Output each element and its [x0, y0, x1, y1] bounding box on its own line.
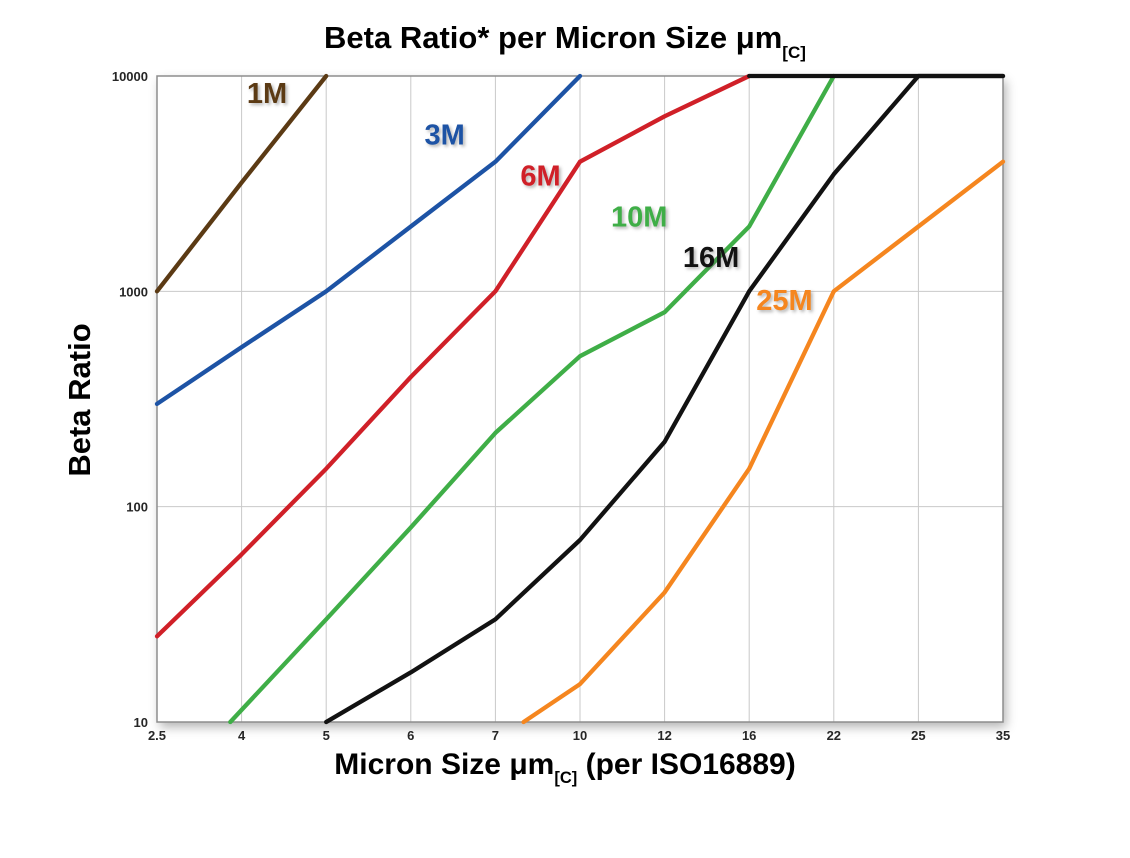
y-tick-label: 10	[134, 715, 148, 730]
series-label-10M: 10M	[611, 202, 667, 234]
series-line-3M	[154, 73, 583, 407]
x-tick-label: 22	[827, 728, 841, 743]
chart-title-subscript: [C]	[782, 42, 806, 62]
x-axis-label: Micron Size μm[C] (per ISO16889)	[0, 748, 1130, 788]
x-tick-label: 5	[323, 728, 330, 743]
series-label-16M: 16M	[683, 242, 739, 274]
series-label-25M: 25M	[756, 285, 812, 317]
series-label-6M: 6M	[520, 161, 560, 193]
chart-title: Beta Ratio* per Micron Size μm[C]	[0, 20, 1130, 62]
y-tick-label: 10000	[112, 69, 148, 84]
x-axis-label-text: Micron Size μm	[334, 748, 555, 781]
series-line-6M	[154, 73, 752, 639]
x-tick-label: 10	[573, 728, 587, 743]
x-tick-label: 12	[657, 728, 671, 743]
x-tick-label: 7	[492, 728, 499, 743]
series-line-10M	[228, 73, 836, 725]
series-line-16M	[324, 73, 1006, 725]
series-label-1M: 1M	[247, 78, 287, 110]
series-label-3M: 3M	[424, 120, 464, 152]
y-tick-label: 1000	[119, 284, 148, 299]
x-axis-label-suffix: (per ISO16889)	[577, 748, 796, 781]
chart-title-text: Beta Ratio* per Micron Size μm	[324, 20, 783, 55]
x-tick-label: 16	[742, 728, 756, 743]
x-axis-label-subscript: [C]	[554, 769, 578, 788]
x-tick-label: 35	[996, 728, 1010, 743]
x-tick-label: 4	[238, 728, 246, 743]
x-tick-label: 6	[407, 728, 414, 743]
y-tick-label: 100	[126, 500, 148, 515]
series-line-1M	[154, 73, 329, 294]
x-tick-label: 25	[911, 728, 925, 743]
x-tick-label: 2.5	[148, 728, 166, 743]
series-line-25M	[521, 159, 1006, 725]
